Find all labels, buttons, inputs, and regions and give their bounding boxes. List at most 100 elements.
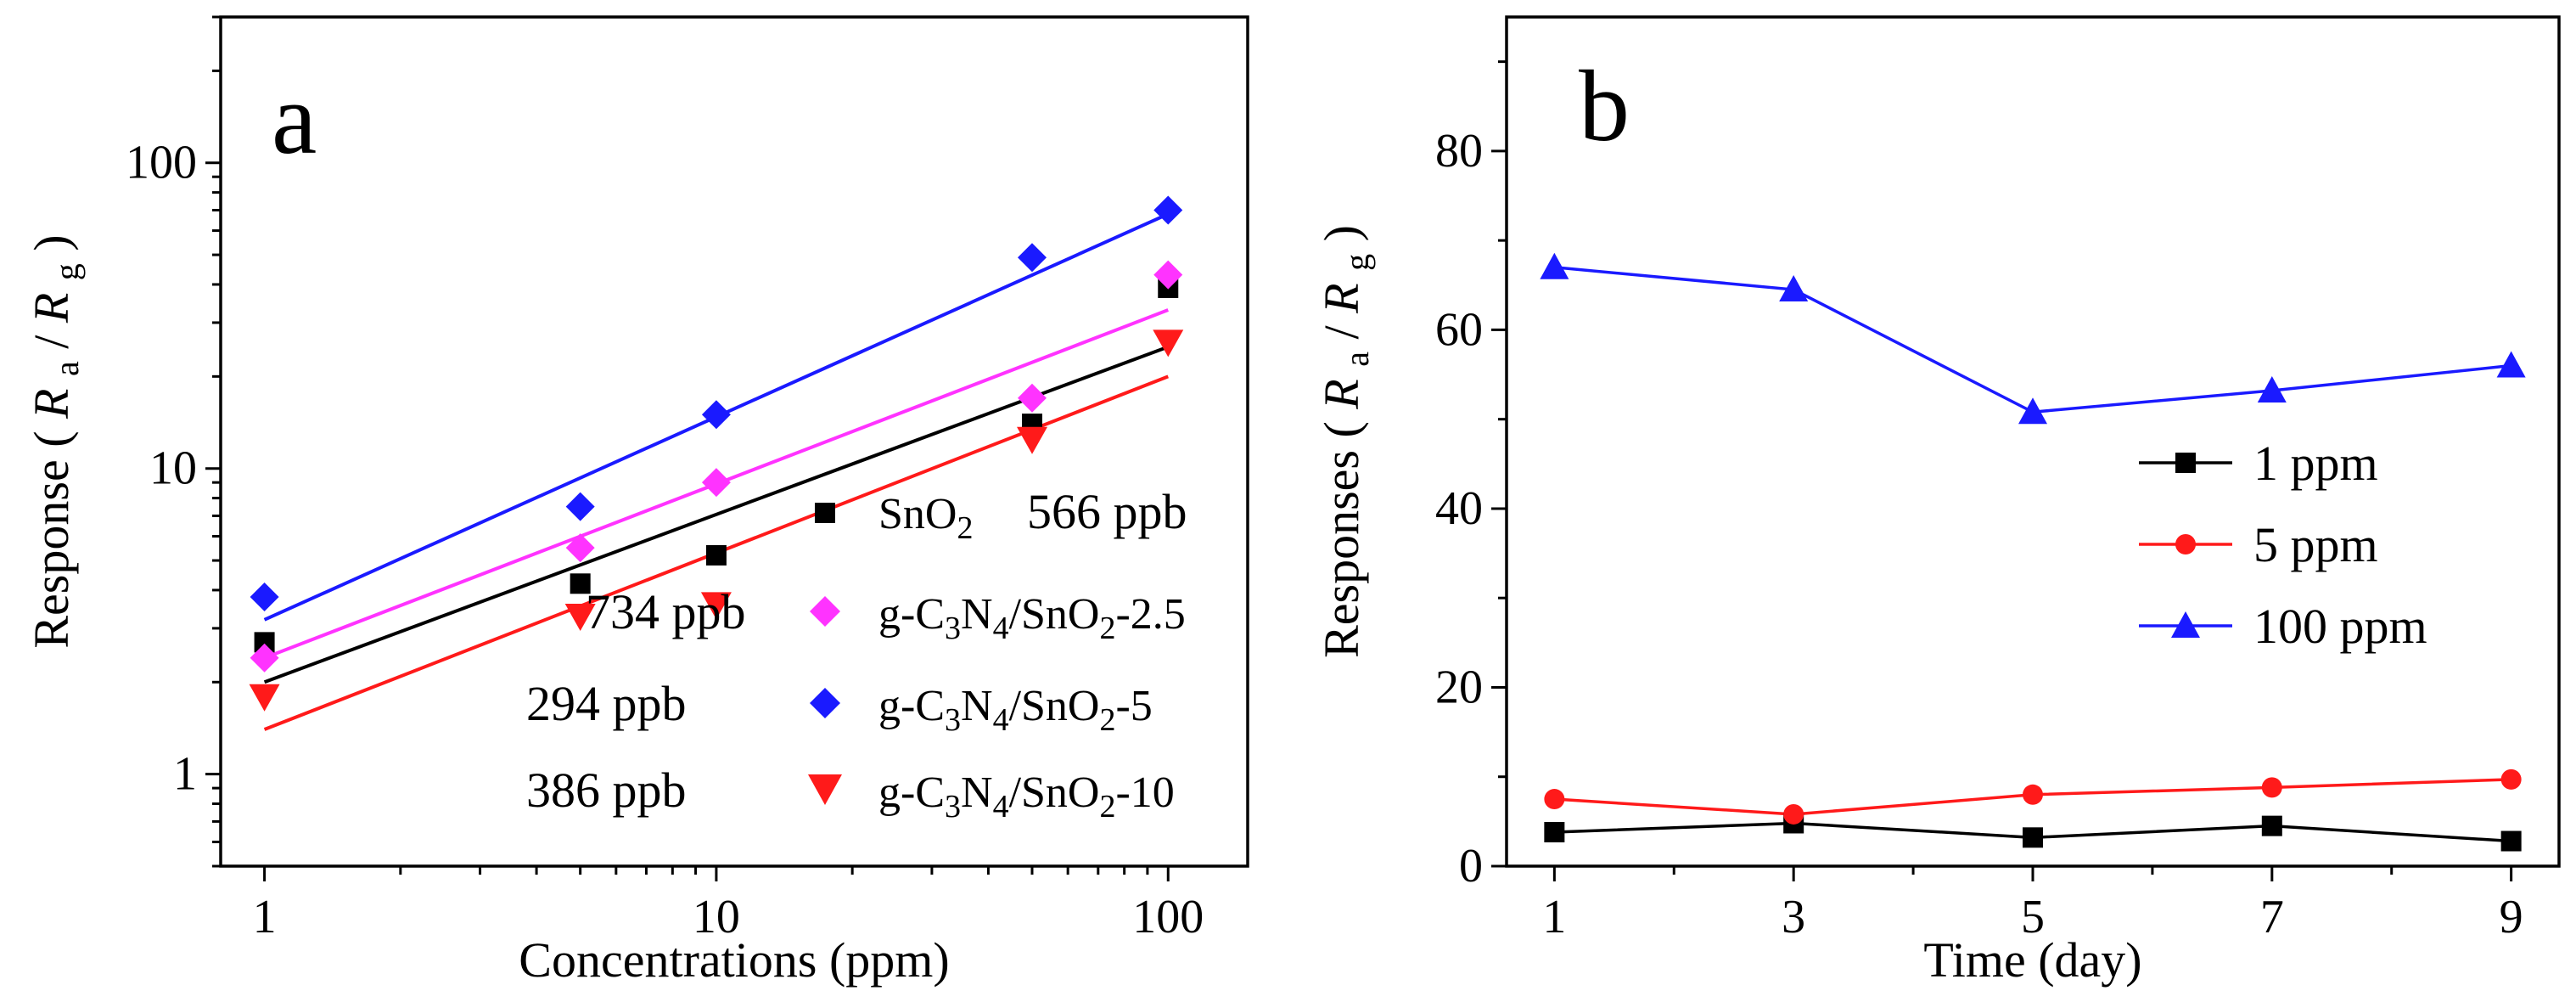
legend-cn10-d: 4: [993, 789, 1009, 825]
point-sno2: [570, 573, 591, 594]
point-p100: [1540, 252, 1569, 279]
panel-a-ticks: 1 10 100 1 10 100: [126, 15, 1204, 943]
legend-sno2-marker: [815, 503, 835, 523]
series-line-p100: [1554, 265, 2511, 414]
legend-cn25-c: N: [961, 590, 993, 639]
panel-b-ylabel-sub-g: g: [1338, 254, 1376, 271]
point-p1: [2261, 815, 2282, 836]
legend-cn10-label: g-C3N4/SnO2-10: [878, 768, 1175, 825]
legend-sno2-limit: 566 ppb: [1027, 484, 1187, 539]
point-p100: [1779, 275, 1809, 302]
panel-a-ylabel-prefix: Response: [24, 459, 79, 648]
legend-cn10-c: N: [961, 768, 993, 817]
legend-cn10-g: -10: [1115, 768, 1174, 817]
panel-b-ytick-label: 40: [1435, 482, 1483, 535]
point-cn10: [1017, 426, 1048, 454]
legend-cn25-f: 2: [1099, 611, 1115, 646]
point-p100: [2018, 397, 2047, 425]
legend-cn10-f: 2: [1099, 789, 1115, 825]
legend-cn10: 386 ppb g-C3N4/SnO2-10: [526, 763, 1175, 825]
legend-cn25-limit: 734 ppb: [586, 584, 746, 639]
panel-a-ytick-label: 100: [126, 137, 197, 189]
panel-b-ticks: 1 3 5 7 9 0 20 40 60 80: [1435, 60, 2523, 943]
point-sno2: [705, 544, 727, 566]
panel-a-legend: SnO2 566 ppb 734 ppb g-C3N4/SnO2-2.5 294…: [526, 484, 1187, 825]
point-p5: [2500, 768, 2522, 790]
legend-cn25: 734 ppb g-C3N4/SnO2-2.5: [586, 584, 1186, 646]
point-cn5: [701, 400, 731, 430]
point-p1: [1544, 822, 1565, 842]
panel-b-ylabel-prefix: Responses: [1314, 450, 1369, 658]
legend-cn25-g: -2.5: [1115, 590, 1185, 639]
point-cn25: [1153, 260, 1183, 290]
point-cn25: [565, 533, 595, 563]
legend-cn25-d: 4: [993, 611, 1009, 646]
legend-cn25-e: /SnO: [1009, 590, 1100, 639]
point-p1: [2500, 830, 2522, 852]
panel-a-ylabel-paren-open: (: [24, 431, 79, 447]
legend-p100: 100 ppm: [2139, 599, 2427, 654]
legend-cn25-b: 3: [945, 611, 961, 646]
legend-p5-label: 5 ppm: [2253, 517, 2378, 572]
point-cn25: [250, 643, 279, 673]
panel-a-ylabel-paren-close: ): [24, 234, 79, 250]
point-p100: [2257, 376, 2287, 402]
panel-a-ylabel-Ra: R: [24, 389, 79, 419]
panel-b-ylabel-paren-close: ): [1314, 225, 1369, 241]
panel-a-ylabel-sub-g: g: [48, 263, 86, 280]
panel-a-xtick-label: 10: [693, 891, 740, 943]
legend-p100-label: 100 ppm: [2253, 599, 2427, 654]
point-cn5: [1153, 195, 1183, 225]
panel-a-ylabel-slash: /: [24, 335, 79, 349]
legend-cn10-limit: 386 ppb: [526, 763, 687, 818]
panel-b-axes-frame: [1505, 15, 2561, 868]
legend-p100-marker: [2171, 611, 2200, 638]
legend-cn5-limit: 294 ppb: [526, 676, 687, 731]
panel-b-ytick-label: 60: [1435, 303, 1483, 356]
point-cn10: [564, 604, 596, 632]
legend-cn5-f: 2: [1099, 702, 1115, 738]
panel-b-ylabel-Ra: R: [1314, 379, 1369, 409]
panel-b-xtick-label: 7: [2260, 891, 2284, 943]
panel-b: 1 3 5 7 9 0 20 40 60 80 b Time (day) Responses ( …: [1314, 15, 2561, 988]
point-p1: [2023, 827, 2043, 848]
legend-cn10-a: g-C: [878, 768, 945, 817]
point-cn10: [1153, 329, 1184, 357]
panel-b-letter: b: [1579, 49, 1630, 162]
panel-a-ylabel-Rg: R: [24, 293, 79, 324]
legend-sno2-label: SnO2: [878, 490, 973, 546]
point-cn25: [1018, 383, 1047, 413]
legend-sno2: SnO2 566 ppb: [815, 484, 1187, 546]
panel-b-ylabel-Rg: R: [1314, 283, 1369, 313]
legend-sno2-label-sub: 2: [957, 510, 973, 546]
legend-p5: 5 ppm: [2139, 517, 2378, 572]
panel-a-xlabel: Concentrations (ppm): [519, 932, 949, 988]
legend-cn5-g: -5: [1115, 682, 1152, 730]
legend-p1-label: 1 ppm: [2253, 436, 2378, 491]
panel-b-ytick-label: 80: [1435, 125, 1483, 177]
panel-b-xtick-label: 9: [2500, 891, 2523, 943]
panel-a-ytick-label: 10: [149, 442, 197, 495]
panel-a-letter: a: [272, 62, 317, 175]
legend-cn5-d: 4: [993, 702, 1009, 738]
point-cn5: [1018, 243, 1047, 273]
legend-cn25-label: g-C3N4/SnO2-2.5: [878, 590, 1186, 646]
legend-cn5-marker: [810, 688, 840, 718]
point-cn10: [700, 592, 732, 620]
panel-b-ylabel-sub-a: a: [1338, 352, 1376, 367]
panel-b-ylabel-slash: /: [1314, 324, 1369, 339]
legend-p1-marker: [2175, 453, 2196, 473]
point-p100: [2496, 351, 2526, 378]
panel-a-axes-frame: [219, 15, 1249, 868]
panel-b-ytick-label: 20: [1435, 661, 1483, 713]
panel-b-ylabel-paren-open: (: [1314, 421, 1369, 437]
panel-b-xlabel: Time (day): [1923, 932, 2141, 988]
legend-cn5: 294 ppb g-C3N4/SnO2-5: [526, 676, 1153, 738]
legend-cn5-a: g-C: [878, 682, 945, 730]
panel-b-ylabel: Responses ( R a / R g ): [1314, 225, 1379, 658]
legend-cn5-c: N: [961, 682, 993, 730]
point-p5: [2261, 777, 2282, 798]
legend-p1: 1 ppm: [2139, 436, 2378, 491]
legend-cn5-b: 3: [945, 702, 961, 738]
legend-cn5-label: g-C3N4/SnO2-5: [878, 682, 1153, 738]
